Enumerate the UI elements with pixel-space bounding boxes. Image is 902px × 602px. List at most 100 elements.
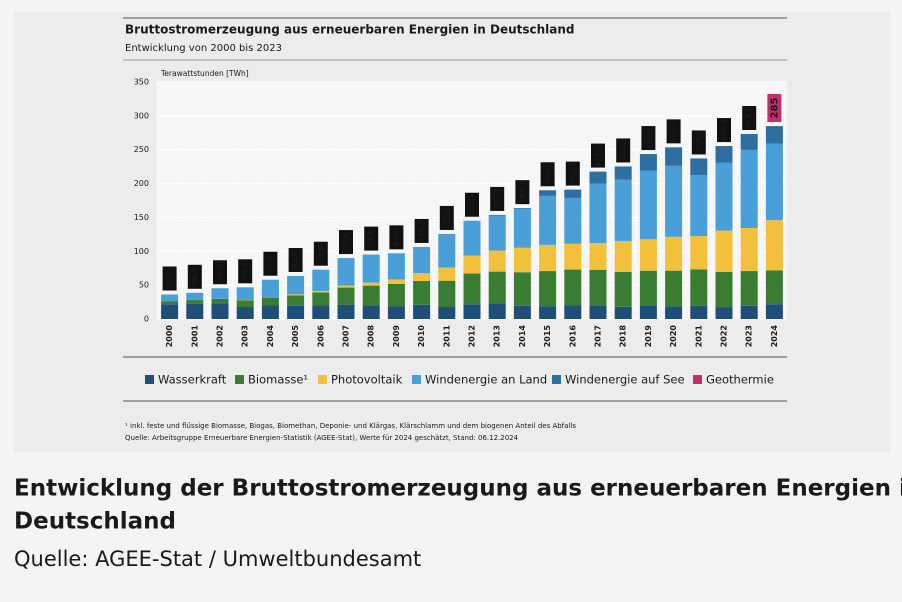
x-tick-label: 2021 — [694, 325, 703, 348]
bar-segment — [564, 305, 582, 319]
x-tick-label: 2019 — [644, 325, 653, 348]
bar-segment — [337, 304, 355, 319]
bar-segment — [488, 215, 506, 251]
total-label-box — [616, 138, 631, 163]
bar-segment — [765, 220, 783, 271]
bar-segment — [539, 244, 557, 272]
y-tick-label: 0 — [144, 315, 149, 324]
bar-segment — [261, 279, 279, 297]
bar-segment — [488, 271, 506, 304]
x-tick-label: 2020 — [669, 325, 678, 348]
total-label: 72,8 — [317, 245, 325, 262]
bar-segment — [236, 307, 254, 319]
total-label: 255,4 — [720, 119, 728, 141]
bar-segment — [463, 221, 481, 256]
total-label-box — [263, 251, 278, 276]
bar-segment — [589, 305, 607, 319]
total-label: 285 — [769, 98, 780, 119]
bar-segment — [488, 214, 506, 216]
caption-source: Quelle: AGEE-Stat / Umweltbundesamt — [14, 547, 421, 571]
bar-segment — [589, 269, 607, 306]
chart-title: Bruttostromerzeugung aus erneuerbaren En… — [125, 23, 575, 37]
bar-segment — [564, 197, 582, 244]
bar-segment — [665, 236, 683, 271]
total-label: 217,7 — [594, 144, 602, 166]
total-label: 106,4 — [418, 220, 426, 242]
bar-segment — [589, 171, 607, 184]
bar-segment — [312, 269, 330, 291]
bar-segment — [765, 304, 783, 319]
total-label-box — [591, 143, 605, 168]
total-label: 97,0 — [392, 229, 400, 246]
legend-swatch — [318, 375, 327, 384]
bar-segment — [639, 239, 657, 271]
bar-segment — [665, 147, 683, 166]
total-label-box — [187, 264, 202, 289]
x-tick-label: 2005 — [291, 325, 300, 348]
bar-segment — [614, 179, 632, 241]
x-tick-label: 2017 — [594, 325, 603, 347]
bar-segment — [337, 258, 355, 286]
footnote: ¹ inkl. feste und flüssige Biomasse, Bio… — [125, 422, 576, 430]
bar-segment — [513, 272, 531, 306]
x-tick-label: 2018 — [619, 325, 628, 348]
total-label-box — [717, 118, 731, 143]
y-tick-label: 100 — [134, 247, 149, 256]
bar-segment — [488, 303, 506, 319]
legend-label: Windenergie auf See — [565, 373, 685, 387]
total-label-box — [213, 260, 227, 285]
legend-swatch — [412, 375, 421, 384]
bar-segment — [639, 154, 657, 171]
x-tick-label: 2007 — [342, 325, 351, 347]
bar-segment — [387, 306, 405, 319]
total-label-box — [742, 106, 757, 131]
total-label: 253,5 — [670, 120, 678, 142]
bar-segment — [715, 230, 733, 272]
legend-label: Wasserkraft — [158, 373, 227, 387]
bar-segment — [513, 208, 531, 210]
bar-segment — [161, 294, 179, 302]
bar-segment — [639, 270, 657, 306]
bar-segment — [387, 253, 405, 280]
bar-segment — [715, 307, 733, 319]
total-label-box — [565, 161, 580, 186]
bar-segment — [463, 273, 481, 305]
bar-segment — [715, 162, 733, 231]
total-label-box — [641, 126, 656, 151]
bar-segment — [312, 305, 330, 319]
total-label: 45,4 — [216, 263, 224, 280]
x-tick-label: 2002 — [216, 325, 225, 347]
total-label-box — [162, 266, 177, 291]
legend-label: Photovoltaik — [331, 373, 403, 387]
bar-segment — [740, 134, 758, 150]
x-tick-label: 2011 — [442, 325, 451, 348]
bar-segment — [690, 158, 708, 175]
chart-subtitle: Entwicklung von 2000 bis 2023 — [125, 43, 282, 54]
x-tick-label: 2010 — [417, 325, 426, 348]
x-tick-label: 2022 — [720, 325, 729, 347]
bar-segment — [413, 304, 431, 319]
x-tick-label: 2009 — [392, 325, 401, 348]
bar-segment — [387, 283, 405, 307]
total-label: 38,7 — [191, 268, 199, 285]
bar-segment — [765, 270, 783, 305]
total-label-box — [414, 218, 429, 243]
x-tick-label: 2004 — [266, 325, 275, 348]
bar-segment — [413, 281, 431, 305]
y-tick-label: 150 — [134, 213, 149, 222]
bar-segment — [564, 189, 582, 198]
x-tick-label: 2008 — [367, 325, 376, 348]
bar-segment — [236, 287, 254, 301]
bar-segment — [614, 240, 632, 272]
bar-segment — [438, 280, 456, 308]
bar-segment — [740, 227, 758, 272]
total-label: 225,3 — [619, 139, 627, 161]
bar-segment — [765, 143, 783, 221]
bar-segment — [387, 279, 405, 284]
bar-segment — [312, 290, 330, 293]
bar-segment — [690, 269, 708, 306]
total-label-box — [465, 192, 479, 217]
x-tick-label: 2016 — [568, 325, 577, 348]
total-label-box — [767, 94, 782, 123]
